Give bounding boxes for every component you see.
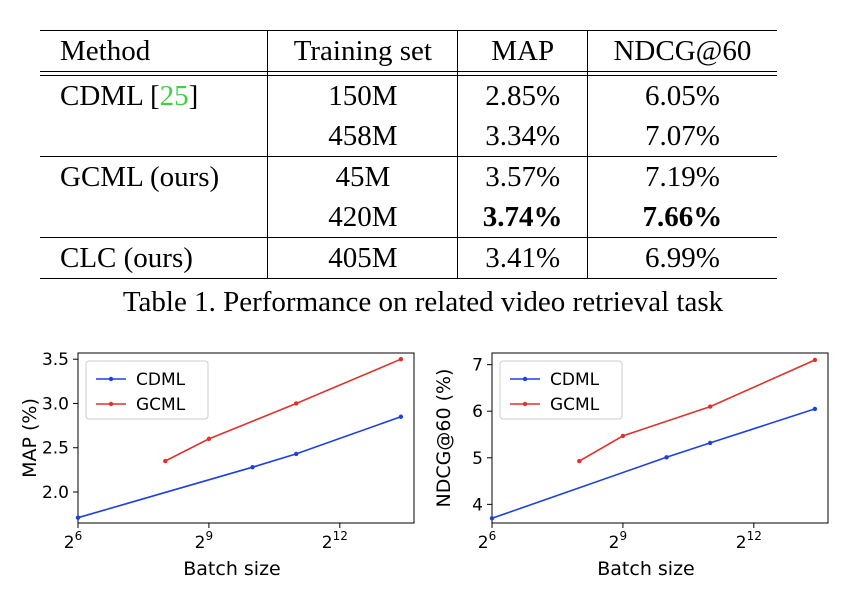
- x-tick-exponent: 9: [620, 529, 628, 543]
- legend-marker-gcml: [522, 401, 528, 407]
- header-method: Method: [40, 30, 269, 72]
- data-point-cdml: [489, 516, 495, 521]
- table-row: CDML [25] 150M 2.85% 6.05%: [40, 75, 777, 116]
- method-cell: CDML [25]: [40, 75, 269, 116]
- table-row: CLC (ours) 405M 3.41% 6.99%: [40, 237, 777, 279]
- ndcg-cell: 6.99%: [587, 237, 777, 279]
- data-point-gcml: [206, 436, 212, 442]
- table-row: 458M 3.34% 7.07%: [40, 116, 777, 157]
- data-point-cdml: [664, 455, 669, 460]
- header-ndcg: NDCG@60: [587, 30, 777, 72]
- y-tick-label: 2.5: [42, 439, 69, 459]
- training-cell: 420M: [267, 197, 459, 238]
- ndcg-chart: 4 5 6 7 26 29 212 Batch size NDCG@60 (%) CDML GCML: [433, 352, 829, 580]
- data-point-gcml: [163, 458, 168, 464]
- x-tick-exponent: 6: [75, 529, 83, 543]
- table-row: 420M 3.74% 7.66%: [40, 197, 777, 238]
- x-tick-exponent: 12: [333, 529, 348, 543]
- legend-label-cdml: CDML: [136, 370, 186, 390]
- y-axis-label: NDCG@60 (%): [433, 369, 455, 508]
- ndcg-cell-best: 7.66%: [642, 201, 723, 233]
- results-table-container: Method Training set MAP NDCG@60 CDML [25…: [40, 30, 777, 279]
- series-line-cdml: [77, 415, 402, 519]
- map-cell-best: 3.74%: [457, 197, 588, 238]
- x-tick-exponent: 6: [489, 529, 497, 543]
- ndcg-cell: 6.05%: [644, 80, 720, 112]
- legend-label-cdml: CDML: [550, 370, 600, 390]
- map-cell: 3.57%: [457, 156, 588, 197]
- data-point-gcml: [620, 433, 626, 439]
- plot-frame: [491, 352, 829, 524]
- series-line-cdml: [491, 408, 816, 520]
- data-point-gcml: [577, 458, 582, 464]
- map-cell: 3.34%: [457, 116, 588, 157]
- y-tick-label: 6: [472, 402, 483, 422]
- method-cell: [40, 116, 269, 157]
- y-tick-label: 3.5: [42, 350, 69, 370]
- training-cell: 458M: [267, 116, 459, 157]
- header-separator: [40, 71, 777, 76]
- map-chart: 2.0 2.5 3.0 3.5 26 29 212 Batch size MAP (%) CDML…: [19, 350, 415, 580]
- legend-marker-cdml: [522, 376, 528, 382]
- citation-link[interactable]: 25: [159, 80, 189, 112]
- x-tick-label: 26: [478, 529, 496, 553]
- map-cell: 3.41%: [457, 237, 588, 279]
- legend-label-gcml: GCML: [550, 395, 600, 415]
- legend-marker-cdml: [108, 376, 114, 382]
- y-tick-label: 3.0: [42, 394, 69, 414]
- data-point-cdml: [250, 465, 255, 470]
- series-line-gcml: [578, 359, 816, 462]
- data-point-gcml: [812, 357, 818, 363]
- y-tick-label: 5: [472, 449, 483, 469]
- data-point-cdml: [75, 515, 81, 520]
- training-cell: 45M: [267, 156, 459, 197]
- header-map: MAP: [457, 30, 588, 72]
- y-tick-label: 7: [472, 356, 483, 376]
- ndcg-cell: 7.19%: [587, 156, 777, 197]
- method-cell: [40, 197, 269, 238]
- x-tick-exponent: 12: [747, 529, 762, 543]
- table-caption: Table 1. Performance on related video re…: [122, 286, 724, 318]
- table-header-row: Method Training set MAP NDCG@60: [40, 30, 777, 72]
- x-tick-label: 29: [609, 529, 627, 553]
- header-training-set: Training set: [267, 30, 459, 72]
- table-row: GCML (ours) 45M 3.57% 7.19%: [40, 156, 777, 197]
- x-axis-label: Batch size: [597, 558, 695, 580]
- data-point-gcml: [707, 404, 713, 409]
- x-tick-label: 29: [195, 529, 213, 553]
- legend-label-gcml: GCML: [136, 395, 186, 415]
- map-cell: 2.85%: [457, 75, 588, 116]
- method-cell: GCML (ours): [40, 156, 269, 197]
- data-point-cdml: [707, 440, 713, 446]
- training-cell: 150M: [267, 75, 459, 116]
- y-tick-label: 2.0: [42, 483, 69, 503]
- results-table: Method Training set MAP NDCG@60 CDML [25…: [40, 30, 777, 279]
- data-point-gcml: [293, 401, 299, 406]
- x-tick-label: 212: [322, 529, 348, 553]
- data-point-cdml: [812, 406, 818, 412]
- x-axis-label: Batch size: [183, 558, 281, 580]
- x-tick-label: 212: [736, 529, 762, 553]
- x-tick-label: 26: [64, 529, 82, 553]
- data-point-cdml: [398, 414, 404, 419]
- legend-marker-gcml: [108, 401, 114, 407]
- x-tick-exponent: 9: [206, 529, 214, 543]
- ndcg-cell: 7.07%: [644, 120, 720, 152]
- training-cell: 405M: [267, 237, 459, 279]
- series-line-gcml: [164, 358, 402, 462]
- plot-frame: [77, 352, 415, 524]
- method-cell: CLC (ours): [40, 237, 269, 279]
- y-tick-label: 4: [472, 495, 483, 515]
- data-point-gcml: [398, 356, 404, 362]
- data-point-cdml: [293, 451, 299, 457]
- y-axis-label: MAP (%): [19, 398, 41, 478]
